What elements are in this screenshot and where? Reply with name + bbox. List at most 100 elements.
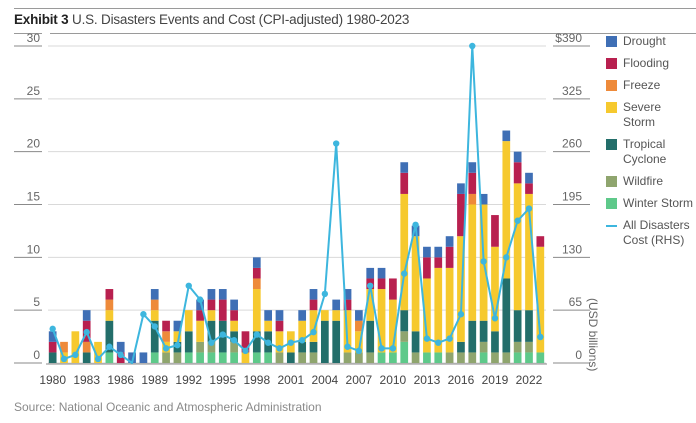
legend-swatch-icon — [606, 80, 617, 91]
bar-segment-severe-storm — [241, 352, 250, 363]
bar-segment-wildfire — [309, 352, 318, 363]
bar-segment-drought — [150, 289, 159, 300]
x-tick-label: 2019 — [482, 373, 509, 387]
bar-segment-winter-storm — [513, 352, 522, 363]
legend-swatch-icon — [606, 102, 617, 113]
bar-segment-severe-storm — [491, 246, 499, 332]
bar-segment-flooding — [423, 257, 431, 279]
x-tick-label: 2022 — [516, 373, 543, 387]
y2-tick-label: 0 — [575, 348, 582, 362]
y2-tick-label: 65 — [569, 295, 583, 309]
legend-swatch-icon — [606, 139, 617, 150]
cost-point — [514, 217, 521, 224]
bar-segment-winter-storm — [434, 352, 443, 363]
legend-label: Flooding — [623, 56, 670, 70]
bar-segment-freeze — [355, 320, 363, 332]
bar-segment-freeze — [162, 331, 170, 342]
bar-segment-flooding — [309, 299, 318, 311]
cost-point — [185, 282, 192, 289]
bar-segment-drought — [377, 267, 386, 279]
bar-segment-severe-storm — [207, 310, 216, 321]
legend-label: Tropical Cyclone — [623, 137, 667, 166]
y2-tick-label: 325 — [562, 84, 582, 98]
cost-point — [310, 328, 317, 336]
bar-segment-drought — [196, 299, 204, 311]
bar-segment-wildfire — [162, 352, 170, 363]
cost-point — [72, 351, 79, 359]
legend-label: Drought — [623, 34, 666, 48]
cost-point — [469, 42, 476, 50]
cost-point — [298, 337, 306, 344]
x-tick-label: 1986 — [107, 373, 134, 387]
bar-segment-severe-storm — [423, 278, 431, 353]
bar-segment-drought — [82, 310, 91, 321]
legend-item: Drought — [606, 34, 696, 49]
cost-point — [537, 333, 544, 341]
bar-segment-flooding — [218, 299, 227, 321]
bar-segment-drought — [116, 341, 125, 353]
bar-segment-severe-storm — [468, 204, 477, 321]
legend-item: Tropical Cyclone — [606, 137, 696, 167]
bar-segment-flooding — [468, 172, 477, 194]
bar-segment-drought — [173, 320, 182, 332]
cost-point — [423, 335, 431, 342]
bar-segment-wildfire — [196, 341, 204, 353]
bar-segment-drought — [252, 257, 261, 268]
cost-point — [140, 311, 147, 318]
bar-segment-freeze — [252, 278, 261, 290]
bar-segment-flooding — [389, 278, 397, 300]
cost-point — [151, 323, 158, 330]
bar-segment-winter-storm — [207, 352, 216, 363]
bar-segment-flooding — [377, 278, 386, 290]
bar-segment-wildfire — [207, 341, 216, 353]
bar-segment-flooding — [457, 193, 465, 237]
cost-point — [162, 345, 170, 352]
bar-segment-drought — [502, 130, 511, 142]
bar-segment-wildfire — [173, 352, 182, 363]
bar-segment-tropical-cyclone — [82, 352, 91, 363]
bar-segment-tropical-cyclone — [48, 352, 57, 363]
bar-segment-flooding — [207, 299, 216, 311]
bar-segment-drought — [366, 267, 375, 279]
bar-segment-freeze — [82, 341, 91, 353]
bar-segment-drought — [275, 310, 284, 321]
cost-point — [412, 221, 419, 229]
legend-label: All Disasters Cost (RHS) — [623, 218, 690, 247]
bar-segment-severe-storm — [94, 341, 102, 363]
bar-segment-winter-storm — [105, 352, 114, 363]
legend-item: Freeze — [606, 78, 696, 93]
y-tick-label: 25 — [27, 84, 41, 98]
legend-label: Wildfire — [623, 174, 664, 188]
bar-segment-drought — [434, 246, 443, 258]
legend-swatch-icon — [606, 58, 617, 69]
cost-point — [264, 339, 272, 346]
cost-point — [480, 258, 487, 265]
bar-segment-flooding — [48, 341, 57, 353]
bar-segment-drought — [48, 331, 57, 342]
title-text: U.S. Disasters Events and Cost (CPI-adju… — [72, 12, 410, 27]
rhs-axis-label: (USD billions) — [586, 298, 600, 372]
bar-segment-drought — [445, 236, 454, 247]
bar-segment-flooding — [445, 246, 454, 268]
y-tick-label: 10 — [27, 242, 41, 256]
left-axis-ticks: 0 5 10 15 20 25 30 — [27, 31, 41, 362]
bar-segment-severe-storm — [502, 141, 511, 279]
cost-point — [435, 339, 442, 346]
bar-segment-tropical-cyclone — [468, 320, 477, 353]
bar-segment-tropical-cyclone — [400, 310, 409, 332]
bar-segment-severe-storm — [457, 236, 465, 342]
bar-segment-flooding — [343, 299, 352, 311]
x-tick-label: 1983 — [73, 373, 100, 387]
bar-segment-drought — [343, 289, 352, 300]
x-axis-ticks: 1980 1983 1986 1989 1992 1995 1998 2001 2004 2007… — [39, 373, 542, 387]
bar-segment-winter-storm — [184, 352, 193, 363]
bar-segment-severe-storm — [377, 289, 386, 353]
bar-segment-severe-storm — [513, 183, 522, 311]
legend-item: Severe Storm — [606, 100, 696, 130]
bar-segment-flooding — [230, 310, 238, 321]
bar-segment-wildfire — [298, 352, 307, 363]
cost-point — [276, 345, 283, 352]
x-tick-label: 2004 — [312, 373, 339, 387]
cost-point — [446, 335, 453, 342]
y2-tick-label: 130 — [562, 242, 582, 256]
